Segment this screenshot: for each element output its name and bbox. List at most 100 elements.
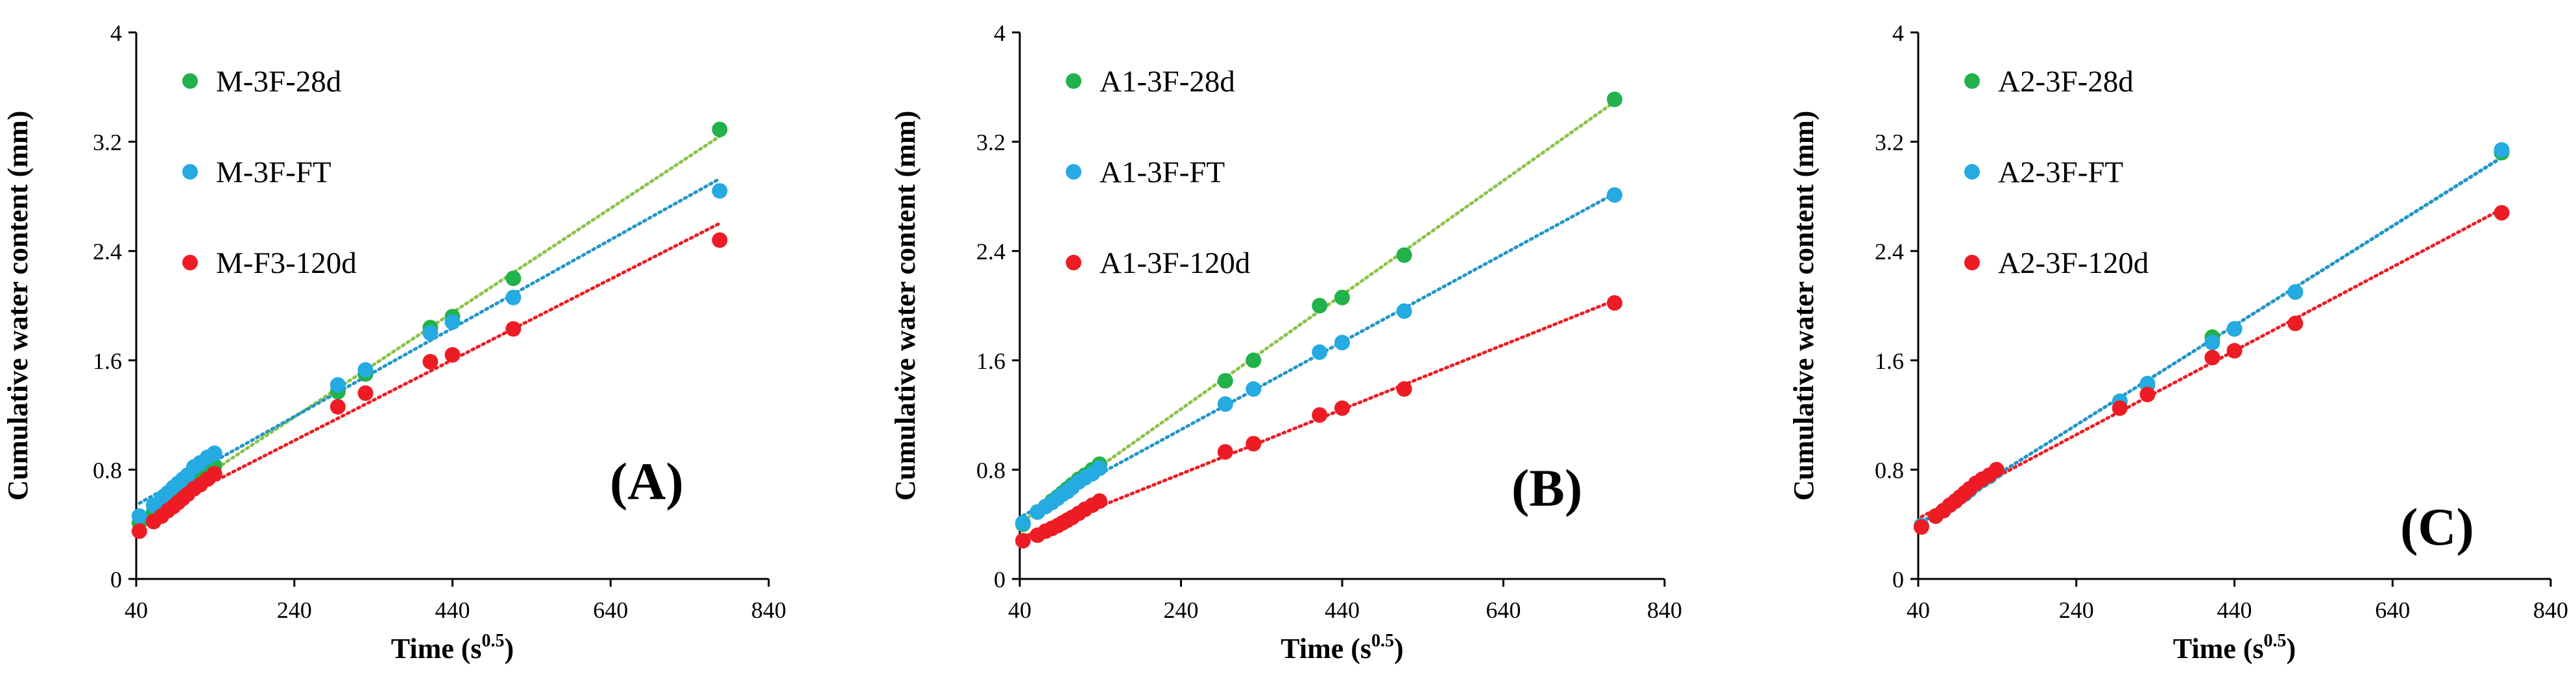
x-tick-label: 240 [1164, 597, 1199, 623]
x-tick-label: 440 [2217, 597, 2252, 623]
legend-marker [1964, 164, 1980, 180]
data-point [1913, 519, 1929, 535]
y-tick-label: 1.6 [1875, 348, 1904, 374]
y-tick-label: 3.2 [1875, 130, 1904, 156]
y-tick-label: 0 [994, 567, 1005, 593]
data-point [2139, 375, 2156, 392]
trendline-A1-3F-FT [1021, 192, 1617, 517]
data-point [1396, 303, 1412, 319]
legend-marker [182, 255, 198, 270]
data-point [505, 289, 522, 305]
data-point [505, 321, 522, 337]
data-point [330, 377, 346, 393]
legend-marker [1066, 73, 1081, 89]
legend-marker [182, 164, 198, 180]
data-point [131, 508, 147, 524]
legend-label: A2-3F-120d [1998, 246, 2149, 280]
legend-label: A2-3F-FT [1998, 156, 2123, 189]
x-axis-title-main: Time (s [2173, 633, 2264, 665]
x-tick-label: 440 [1325, 597, 1360, 623]
legend-label: A1-3F-FT [1100, 156, 1225, 189]
data-point [2226, 343, 2243, 359]
data-point [1396, 247, 1412, 263]
y-tick-label: 4 [1892, 20, 1904, 46]
x-axis-title-close: ) [505, 633, 514, 665]
data-point [1606, 91, 1622, 108]
data-point [1334, 289, 1350, 305]
trendline-M-F3-120d [138, 222, 721, 522]
data-point [1334, 400, 1350, 416]
data-point [1246, 436, 1262, 452]
y-tick-label: 0 [1892, 567, 1904, 593]
data-point [712, 183, 728, 199]
panel-label: (A) [610, 452, 684, 511]
x-tick-label: 40 [125, 597, 148, 623]
data-point [357, 385, 374, 401]
data-point [712, 121, 728, 137]
data-point [2494, 142, 2510, 158]
legend-label: A1-3F-120d [1100, 246, 1250, 280]
data-point [1988, 462, 2004, 478]
data-point [1246, 352, 1262, 368]
data-point [444, 347, 461, 363]
panel-label: (C) [2400, 497, 2474, 556]
data-point [1015, 515, 1031, 531]
data-point [1217, 396, 1233, 412]
data-point [1217, 373, 1233, 389]
data-point [2204, 335, 2221, 351]
y-axis-title: Cumulative water content (mm) [2, 111, 34, 501]
data-point [505, 270, 522, 287]
legend-marker [1066, 255, 1081, 270]
data-point [2287, 284, 2304, 300]
data-point [1396, 381, 1412, 397]
data-point [1606, 187, 1622, 203]
data-point [2287, 315, 2304, 331]
data-point [712, 232, 728, 248]
x-axis-title: Time (s0.5) [391, 631, 514, 665]
y-tick-label: 4 [994, 20, 1005, 46]
x-tick-label: 640 [2375, 597, 2410, 623]
panel-label: (B) [1511, 458, 1582, 517]
data-point [1246, 381, 1262, 397]
x-tick-label: 40 [1008, 597, 1031, 623]
y-tick-label: 0.8 [1875, 457, 1904, 483]
x-axis-title: Time (s0.5) [1281, 631, 1403, 665]
x-tick-label: 40 [1907, 597, 1930, 623]
data-point [1312, 344, 1328, 360]
legend-marker [1066, 164, 1081, 180]
data-point [1015, 532, 1031, 548]
data-point [444, 314, 461, 330]
data-point [330, 399, 346, 415]
y-tick-label: 0.8 [93, 457, 122, 483]
x-tick-label: 640 [593, 597, 628, 623]
legend-label: A1-3F-28d [1100, 65, 1235, 99]
data-point [422, 353, 439, 370]
x-axis-title-close: ) [2287, 633, 2296, 665]
data-point [2226, 321, 2243, 337]
data-point [131, 523, 147, 539]
x-axis-title-superscript: 0.5 [2264, 631, 2287, 651]
legend-label: M-3F-FT [216, 156, 331, 189]
legend-label: A2-3F-28d [1998, 65, 2134, 99]
data-point [1334, 335, 1350, 351]
y-tick-label: 1.6 [93, 348, 122, 374]
series-A1-3F-FT [1015, 187, 1622, 531]
series-A2-3F-FT [1913, 142, 2510, 534]
data-point [1092, 460, 1108, 477]
series-M-F3-120d [131, 232, 728, 539]
data-point [2139, 386, 2156, 403]
x-tick-label: 240 [277, 597, 312, 623]
data-point [1312, 298, 1328, 314]
trendline-M-3F-FT [138, 177, 721, 505]
y-tick-label: 2.4 [976, 239, 1005, 265]
y-tick-label: 3.2 [93, 130, 122, 156]
y-tick-label: 0 [110, 567, 122, 593]
series-A2-3F-120d [1913, 205, 2510, 535]
y-tick-label: 2.4 [1875, 239, 1904, 265]
data-point [422, 325, 439, 341]
x-axis-title-superscript: 0.5 [1371, 631, 1394, 651]
